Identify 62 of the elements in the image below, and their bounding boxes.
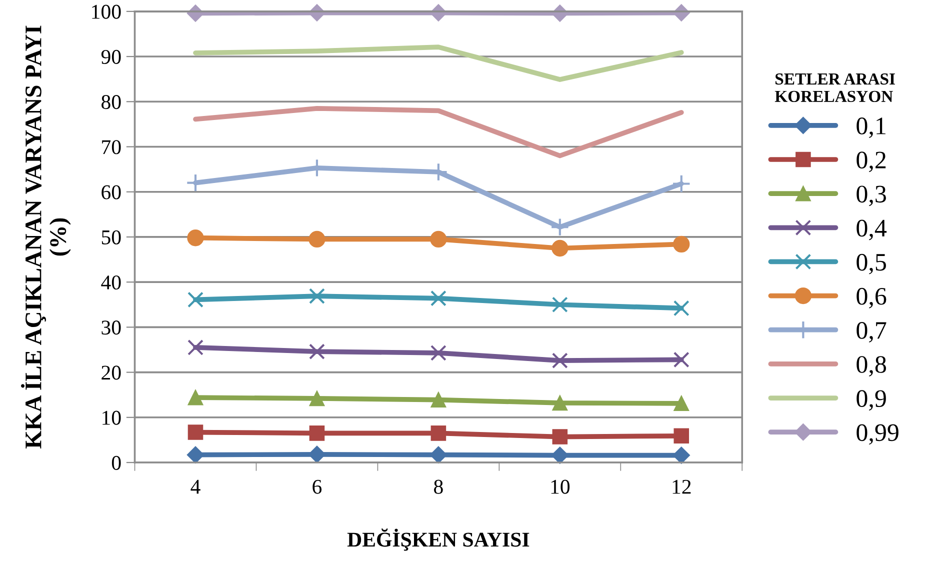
y-tick-label: 70 [102, 140, 121, 154]
y-tick-label: 90 [101, 50, 121, 64]
point [188, 424, 204, 440]
point [430, 290, 446, 306]
y-tick-label: 80 [102, 95, 121, 110]
legend-label: 0,5 [856, 254, 886, 274]
y-tick-label: 0 [112, 456, 121, 470]
line-series [193, 106, 684, 158]
point [430, 426, 446, 441]
point [188, 339, 204, 356]
x-axis-title: DEĞİŞKEN SAYISI [347, 528, 530, 551]
point [672, 174, 691, 194]
point [188, 292, 204, 308]
legend-label: 0,4 [856, 220, 887, 240]
point [308, 288, 325, 304]
point [674, 428, 690, 444]
y-tick-label: 20 [102, 366, 121, 380]
legend-label: 0,1 [856, 118, 886, 138]
point [430, 344, 446, 361]
point [186, 446, 204, 464]
point [308, 344, 325, 360]
point [552, 296, 568, 313]
point [674, 396, 690, 412]
legend-label: 0,6 [856, 288, 886, 308]
x-tick-label: 10 [551, 480, 570, 494]
y-axis-title: KKA İLE AÇIKLANAN VARYANS PAYI (%) [20, 26, 71, 449]
point [552, 240, 568, 257]
point [552, 395, 568, 411]
y-tick-label: 50 [102, 230, 121, 244]
y-tick-label: 100 [92, 4, 121, 19]
y-tick-label: 60 [102, 185, 121, 200]
point [308, 230, 326, 248]
point [430, 230, 447, 248]
point [430, 446, 447, 464]
y-tick-label: 40 [101, 275, 121, 290]
point [309, 426, 325, 441]
x-tick-label: 4 [190, 480, 200, 494]
x-tick-label: 6 [312, 480, 322, 494]
point [552, 429, 568, 444]
y-tick-label: 30 [102, 320, 121, 335]
legend-label: 0,7 [856, 322, 886, 342]
point [672, 446, 690, 464]
legend-label: 0,2 [856, 152, 886, 172]
point [309, 390, 325, 406]
legend-label: 0,3 [856, 186, 886, 206]
point [188, 390, 204, 406]
point [673, 236, 690, 253]
line-series [193, 44, 684, 82]
point [673, 352, 690, 368]
x-tick-label: 12 [672, 480, 691, 494]
point [552, 352, 568, 369]
x-tick-label: 8 [434, 480, 443, 494]
legend-label: 0,99 [856, 424, 898, 445]
point [187, 230, 204, 246]
point [430, 392, 446, 408]
legend-label: 0,9 [856, 390, 886, 411]
y-tick-label: 10 [102, 410, 121, 425]
point [673, 300, 690, 316]
legend-title: SETLER ARASI KORELASYON [774, 73, 895, 102]
legend-label: 0,8 [856, 356, 886, 377]
point [550, 218, 570, 236]
point [551, 446, 568, 464]
